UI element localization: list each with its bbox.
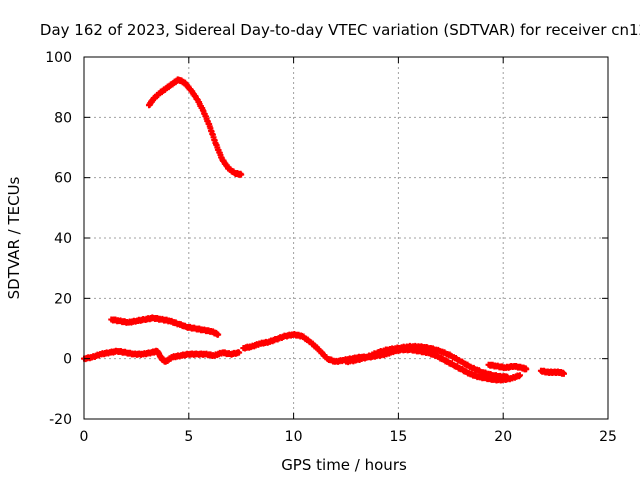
- x-tick-label: 10: [285, 429, 303, 445]
- data-point: [504, 373, 511, 380]
- x-tick-label: 25: [599, 429, 617, 445]
- y-tick-label: 100: [45, 50, 72, 66]
- x-tick-label: 20: [494, 429, 512, 445]
- data-point: [523, 366, 530, 373]
- x-tick-label: 5: [184, 429, 193, 445]
- y-tick-label: -20: [49, 412, 72, 428]
- x-tick-label: 15: [389, 429, 407, 445]
- data-markers: [81, 76, 567, 384]
- y-tick-label: 60: [54, 171, 72, 187]
- x-axis-title: GPS time / hours: [281, 456, 407, 474]
- data-point: [516, 372, 523, 379]
- x-tick-label: 0: [80, 429, 89, 445]
- y-tick-label: 80: [54, 110, 72, 126]
- data-point: [215, 331, 222, 338]
- data-point: [560, 370, 567, 377]
- y-tick-label: 0: [63, 352, 72, 368]
- chart-title: Day 162 of 2023, Sidereal Day-to-day VTE…: [40, 21, 640, 39]
- data-point: [238, 171, 245, 178]
- y-axis-title: SDTVAR / TECUs: [5, 176, 23, 299]
- y-tick-label: 40: [54, 231, 72, 247]
- data-point: [236, 349, 243, 356]
- axis-ticks: 0 5 10 15 20 25 -20 0 20 40 60 80 100: [45, 50, 617, 445]
- y-tick-label: 20: [54, 291, 72, 307]
